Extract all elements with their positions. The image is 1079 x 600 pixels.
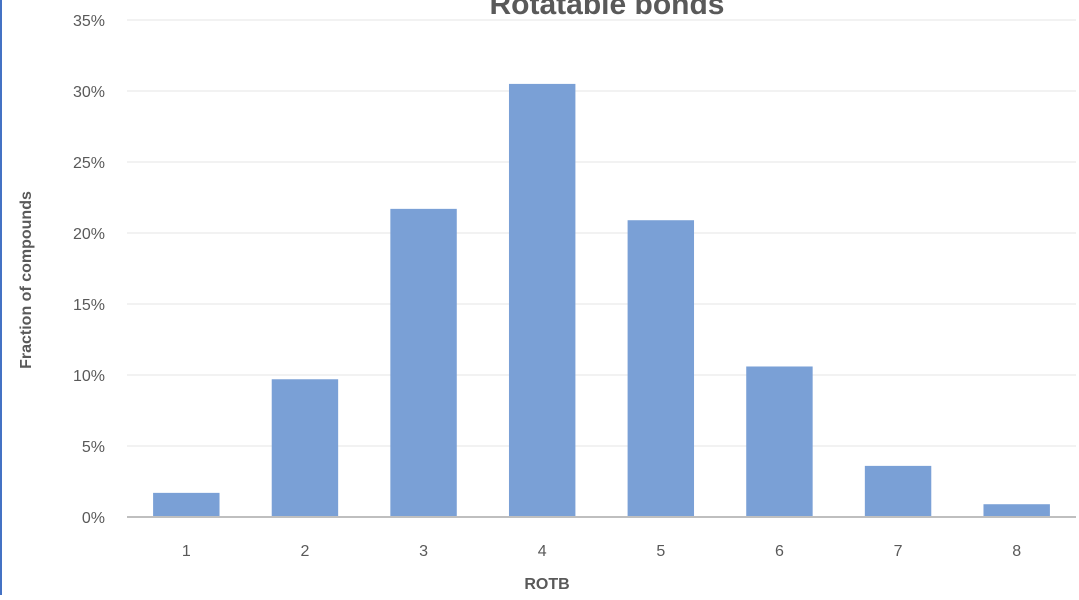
bar-3 (390, 208, 457, 518)
x-tick-label: 8 (1012, 543, 1021, 560)
bar-8 (983, 504, 1050, 517)
bar-5 (627, 220, 695, 517)
y-tick-label: 15% (73, 297, 105, 314)
y-tick-label: 10% (73, 368, 105, 385)
y-tick-labels: 0% 5% 10% 15% 20% 25% 30% 35% (73, 13, 105, 527)
x-tick-label: 6 (775, 543, 784, 560)
y-tick-label: 20% (73, 226, 105, 243)
y-tick-label: 30% (73, 84, 105, 101)
chart-title: Rotatable bonds (489, 0, 724, 21)
bar-4 (508, 83, 576, 518)
y-tick-label: 5% (82, 439, 105, 456)
y-axis-title: Fraction of compounds (18, 191, 35, 369)
bar-6 (746, 366, 813, 517)
left-border (0, 0, 2, 595)
x-tick-label: 5 (656, 543, 665, 560)
x-tick-labels: 1 2 3 4 5 6 7 8 (182, 543, 1021, 560)
x-tick-label: 1 (182, 543, 191, 560)
y-tick-label: 35% (73, 13, 105, 30)
bar-2 (271, 379, 339, 517)
bar-7 (864, 465, 932, 517)
x-tick-label: 4 (538, 543, 547, 560)
gridlines (127, 19, 1076, 447)
y-tick-label: 25% (73, 155, 105, 172)
bar-1 (153, 492, 220, 517)
x-tick-label: 7 (894, 543, 903, 560)
y-tick-label: 0% (82, 510, 105, 527)
bars (153, 83, 1050, 518)
x-tick-label: 3 (419, 543, 428, 560)
x-tick-label: 2 (300, 543, 309, 560)
x-axis-title: ROTB (524, 576, 569, 593)
